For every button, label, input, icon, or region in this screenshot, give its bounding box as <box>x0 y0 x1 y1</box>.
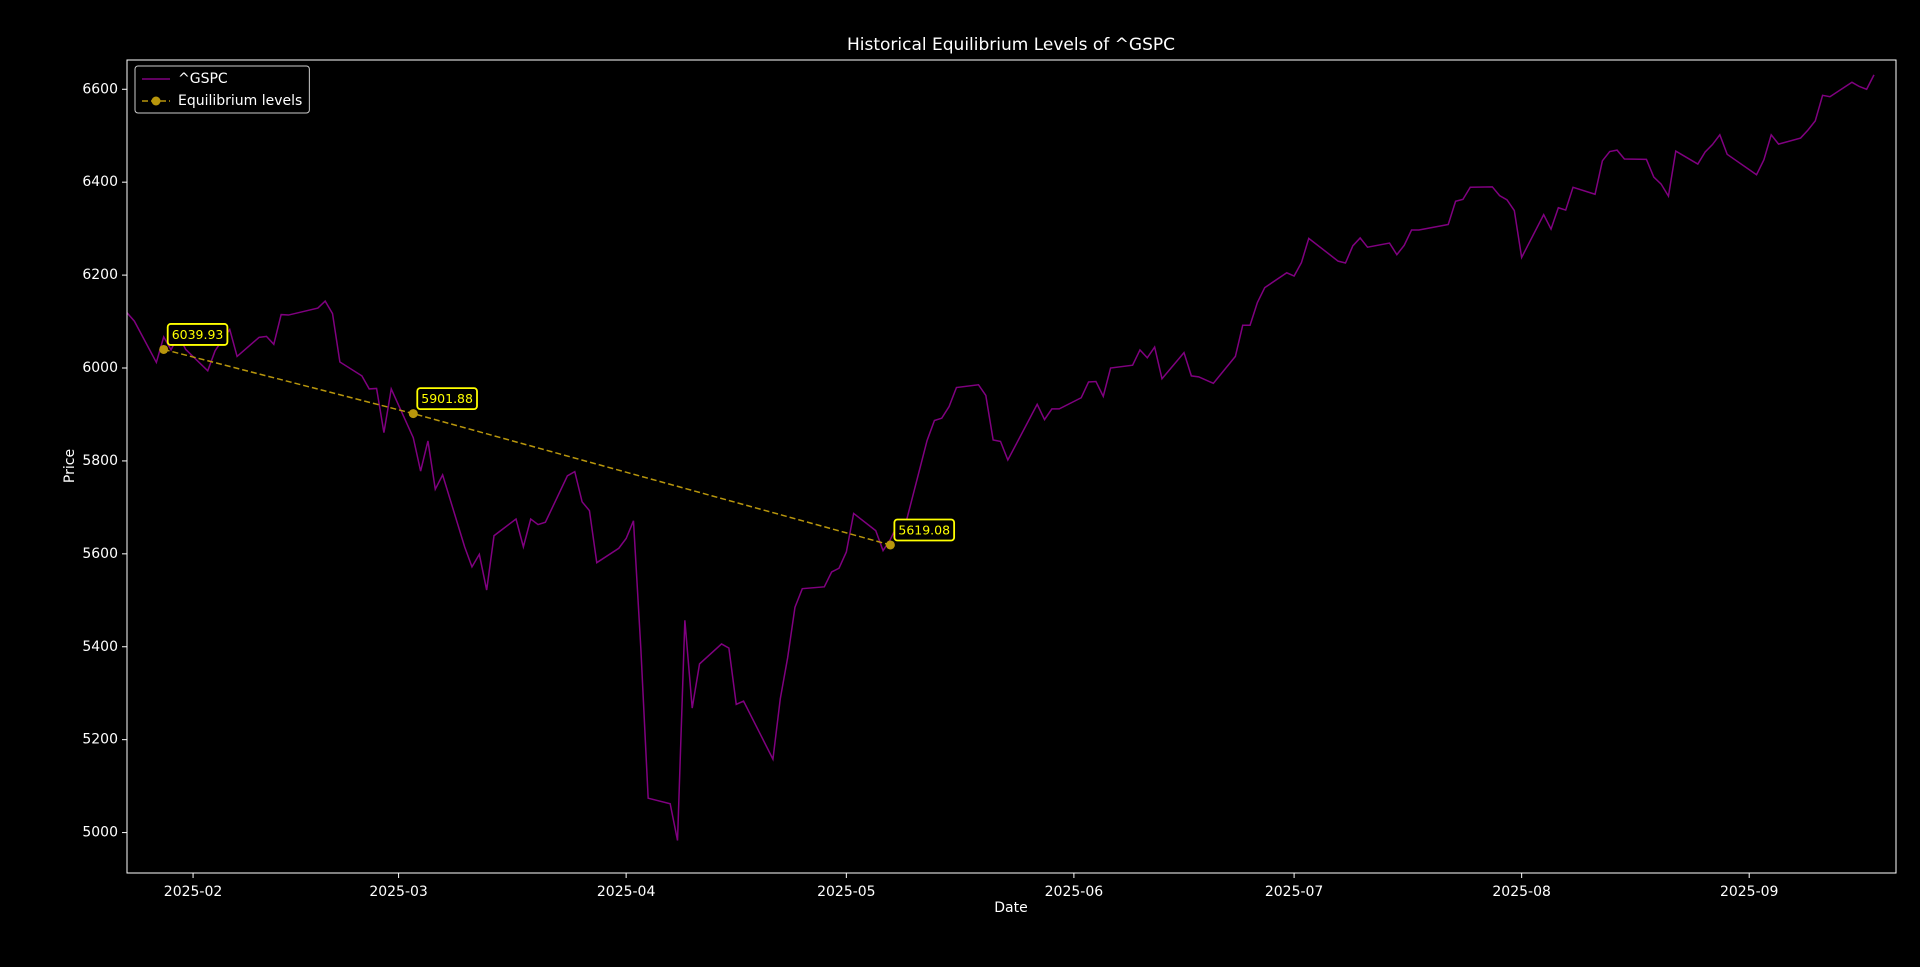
annotation-box <box>166 323 229 346</box>
x-tick-label: 2025-02 <box>164 884 223 900</box>
series-line <box>127 74 1875 841</box>
y-tick-label: 5800 <box>82 453 118 469</box>
x-tick-label: 2025-04 <box>597 884 656 900</box>
x-tick-label: 2025-09 <box>1720 884 1779 900</box>
y-tick-label: 6200 <box>82 267 118 283</box>
y-tick-label: 6400 <box>82 174 118 190</box>
chart-title: Historical Equilibrium Levels of ^GSPC <box>847 35 1175 55</box>
equilibrium-marker <box>885 540 895 550</box>
annotation-label: 5619.08 <box>898 522 950 537</box>
y-tick-label: 5400 <box>82 639 118 655</box>
y-tick-label: 5600 <box>82 546 118 562</box>
y-tick-label: 5200 <box>82 732 118 748</box>
x-tick-label: 2025-06 <box>1045 884 1104 900</box>
x-tick-label: 2025-03 <box>369 884 428 900</box>
x-tick-label: 2025-05 <box>817 884 876 900</box>
annotation-box <box>893 518 956 542</box>
x-axis-label: Date <box>994 900 1027 916</box>
annotation-box <box>416 387 478 410</box>
x-tick-label: 2025-08 <box>1492 884 1551 900</box>
legend-marker <box>151 96 161 106</box>
legend-label: Equilibrium levels <box>178 93 302 109</box>
y-tick-label: 6000 <box>82 360 118 376</box>
equilibrium-marker <box>408 409 418 419</box>
equilibrium-marker <box>159 344 169 354</box>
y-tick-label: 6600 <box>82 81 118 97</box>
plot-area <box>127 74 1875 841</box>
series-line <box>163 348 891 546</box>
plot-frame <box>126 59 1897 874</box>
legend-label: ^GSPC <box>178 71 228 87</box>
y-axis-label: Price <box>62 449 78 483</box>
x-tick-label: 2025-07 <box>1265 884 1324 900</box>
y-tick-label: 5000 <box>82 825 118 841</box>
legend-box <box>134 65 310 114</box>
annotation-label: 6039.93 <box>172 327 224 342</box>
annotation-label: 5901.88 <box>421 391 473 406</box>
